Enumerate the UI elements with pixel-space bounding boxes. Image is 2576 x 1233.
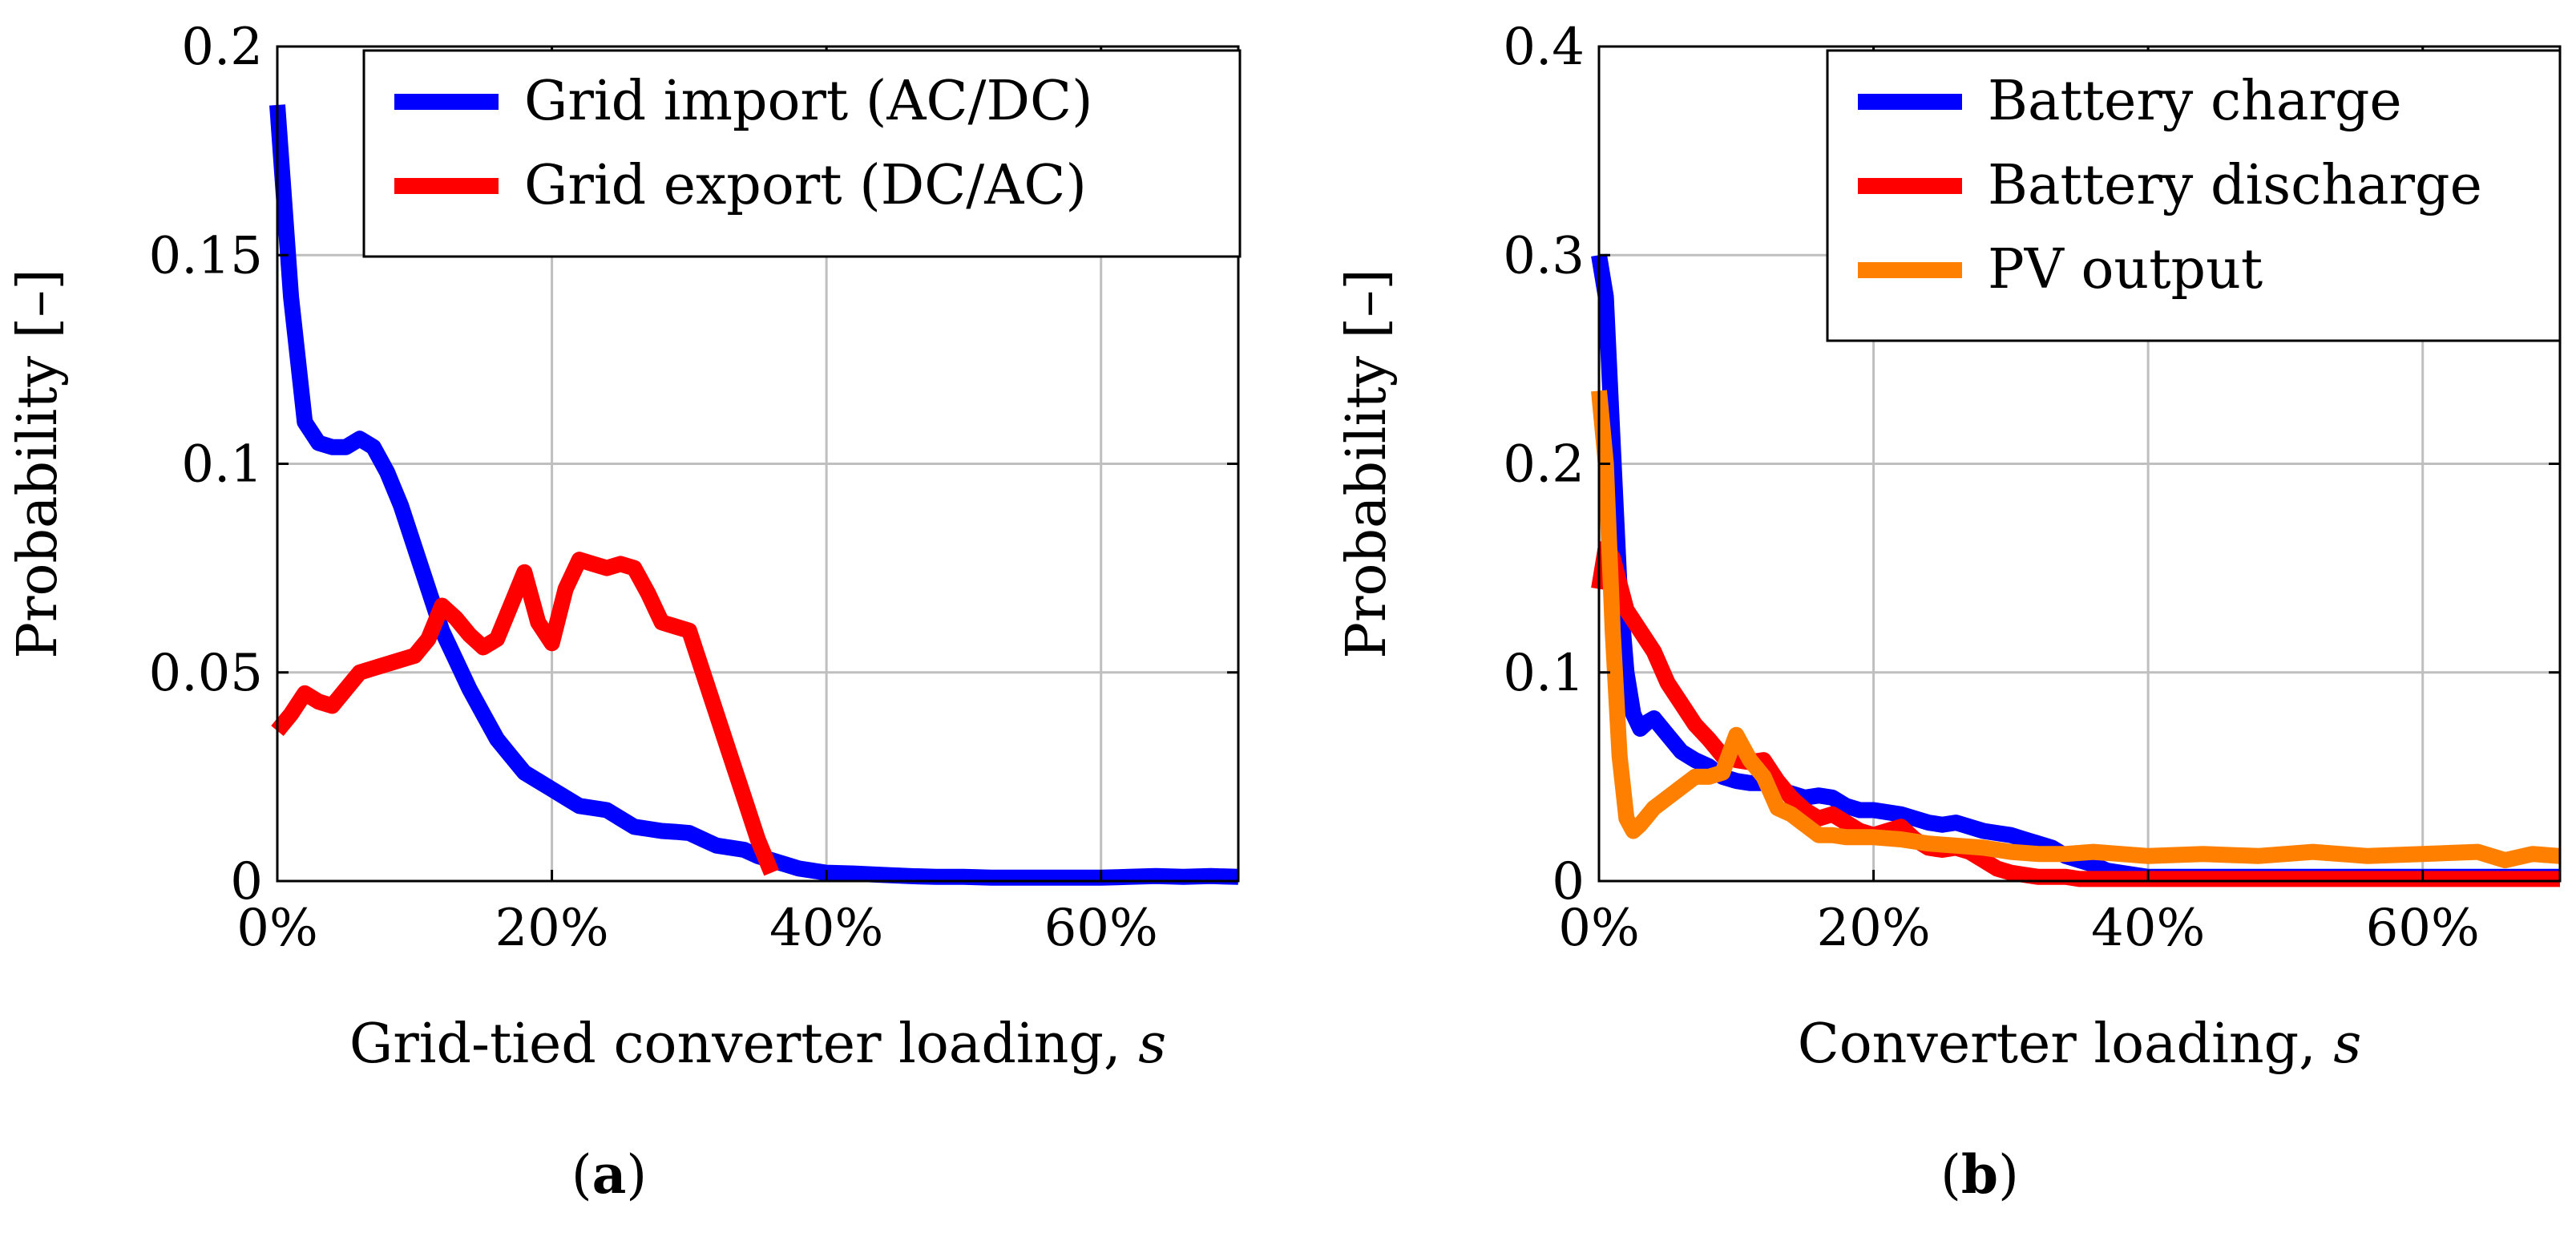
- caption-open-paren: (: [1940, 1144, 1961, 1206]
- x-tick-label: 20%: [495, 899, 608, 958]
- caption-close-paren: ): [1998, 1144, 2019, 1206]
- y-tick-label: 0.3: [1503, 226, 1585, 285]
- x-tick-label: 60%: [2366, 899, 2480, 958]
- x-tick-label: 40%: [2091, 899, 2205, 958]
- legend: Battery charge Battery discharge PV output: [1826, 49, 2562, 342]
- caption-open-paren: (: [571, 1144, 592, 1206]
- panel-a: 0% 20% 40% 60% 0 0.05 0.1 0.15 0.2 Grid-tied conv…: [6, 18, 1242, 1206]
- legend-box: [362, 49, 1242, 258]
- legend-label-1: Battery charge: [1988, 70, 2402, 133]
- x-tick-label: 40%: [769, 899, 883, 958]
- y-tick-label: 0: [230, 852, 263, 912]
- panel-b: 0% 20% 40% 60% 0 0.1 0.2 0.3 0.4 Converter loadin…: [1335, 18, 2562, 1206]
- legend-label-1: Grid import (AC/DC): [524, 70, 1093, 133]
- legend-label-2: Grid export (DC/AC): [524, 154, 1087, 217]
- x-tick-label: 60%: [1044, 899, 1158, 958]
- y-tick-label: 0.2: [181, 18, 263, 77]
- panel-caption: (b): [1940, 1143, 2019, 1206]
- x-axis-label: Grid-tied converter loading, s: [349, 1013, 1166, 1076]
- y-axis-label: Probability [–]: [6, 269, 70, 658]
- series-line-2: [271, 552, 779, 876]
- x-tick-label: 0%: [236, 899, 318, 958]
- series-group: [269, 104, 1239, 886]
- x-tick-label: 0%: [1558, 899, 1640, 958]
- y-tick-label: 0.4: [1503, 18, 1585, 77]
- legend-label-2: Battery discharge: [1988, 154, 2482, 217]
- series-line-1: [1591, 253, 2560, 885]
- x-axis-label-variable: s: [1121, 1013, 1167, 1076]
- y-tick-label: 0.2: [1503, 435, 1585, 495]
- series-line-1: [269, 104, 1239, 886]
- y-tick-label: 0.1: [181, 435, 263, 495]
- series-line-3: [1591, 390, 2561, 868]
- y-tick-label: 0.05: [149, 644, 264, 703]
- y-axis-label: Probability [–]: [1335, 269, 1399, 658]
- y-tick-label: 0: [1552, 852, 1585, 912]
- caption-letter: b: [1961, 1143, 1998, 1206]
- legend: Grid import (AC/DC) Grid export (DC/AC): [362, 49, 1242, 258]
- x-axis-label-text: Grid-tied converter loading,: [349, 1013, 1121, 1076]
- x-axis-label-variable: s: [2316, 1013, 2362, 1076]
- caption-close-paren: ): [626, 1144, 647, 1206]
- x-axis-label: Converter loading, s: [1798, 1013, 2362, 1076]
- y-tick-label: 0.1: [1503, 644, 1585, 703]
- caption-letter: a: [592, 1143, 627, 1206]
- x-axis-label-text: Converter loading,: [1798, 1013, 2316, 1076]
- y-tick-label: 0.15: [149, 226, 264, 285]
- panel-caption: (a): [571, 1143, 647, 1206]
- x-tick-label: 20%: [1816, 899, 1930, 958]
- series-group: [1591, 253, 2561, 887]
- series-line-2: [1591, 539, 2560, 887]
- legend-label-3: PV output: [1988, 238, 2263, 301]
